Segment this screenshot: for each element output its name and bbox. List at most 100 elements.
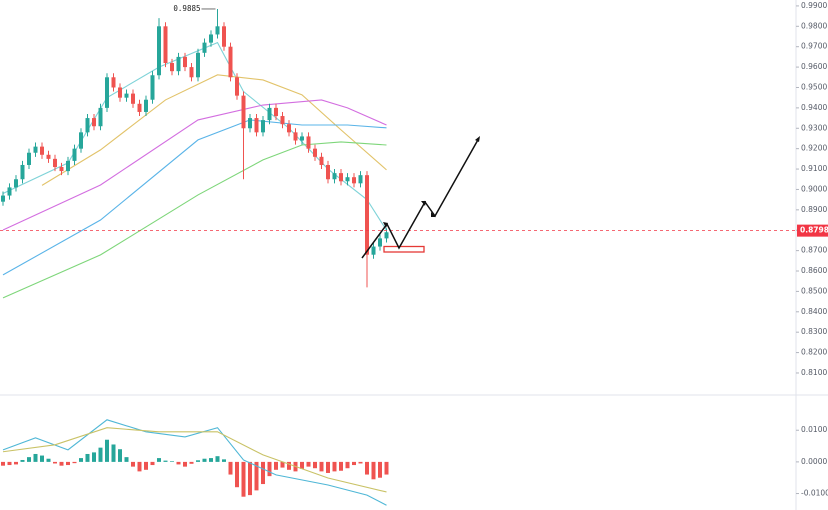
- candle-body: [131, 93, 135, 104]
- histogram-bar: [14, 461, 18, 465]
- histogram-bar: [170, 461, 174, 462]
- y-tick-label: 0.0100: [801, 425, 827, 434]
- y-tick-label: 0.9600: [801, 62, 827, 71]
- candle-body: [105, 77, 109, 108]
- y-tick-label: 0.9500: [801, 82, 827, 91]
- histogram-bar: [300, 461, 304, 469]
- candle-body: [1, 195, 5, 202]
- histogram-bar: [163, 460, 168, 462]
- histogram-bar: [306, 461, 311, 467]
- candle-body: [144, 99, 148, 112]
- candle-body: [313, 148, 317, 157]
- candle-body: [274, 107, 278, 117]
- histogram-bar: [118, 449, 122, 462]
- histogram-bar: [1, 461, 5, 466]
- histogram-bar: [209, 458, 213, 462]
- histogram-bar: [222, 459, 226, 462]
- candle-body: [345, 177, 350, 182]
- histogram-bar: [59, 461, 64, 466]
- histogram-bar: [319, 461, 324, 472]
- candle-body: [248, 118, 252, 129]
- indicator-line: [2, 141, 387, 299]
- histogram-bar: [339, 461, 343, 471]
- candle-body: [254, 118, 259, 133]
- histogram-bar: [241, 461, 246, 497]
- candle-body: [209, 34, 213, 43]
- candle-body: [352, 177, 356, 184]
- candle-body: [261, 120, 265, 133]
- candle-body: [118, 87, 122, 98]
- histogram-bar: [365, 461, 369, 475]
- histogram-bar: [313, 461, 317, 469]
- candle-body: [46, 154, 51, 159]
- histogram-bar: [378, 461, 382, 478]
- histogram-bar: [176, 461, 181, 465]
- histogram-bar: [157, 458, 161, 462]
- candle-body: [98, 107, 103, 127]
- candle-body: [332, 173, 337, 180]
- candle-body: [202, 42, 207, 53]
- y-tick-label: 0.9200: [801, 144, 827, 153]
- y-tick-label: 0.9400: [801, 103, 827, 112]
- histogram-bar: [261, 461, 265, 485]
- candle-body: [183, 56, 187, 68]
- indicator-line: [2, 99, 387, 231]
- histogram-bar: [280, 461, 285, 468]
- candle-body: [72, 148, 77, 161]
- histogram-bar: [254, 461, 259, 491]
- candle-body: [371, 246, 376, 255]
- candle-body: [326, 164, 330, 180]
- histogram-bar: [202, 458, 207, 462]
- y-tick-label: 0.8600: [801, 266, 827, 275]
- histogram-bar: [111, 444, 116, 462]
- histogram-bar: [358, 461, 363, 464]
- histogram-bar: [124, 457, 129, 462]
- candle-body: [79, 132, 83, 149]
- indicator-line: [41, 74, 387, 186]
- histogram-bar: [352, 461, 356, 466]
- candle-body: [280, 116, 285, 125]
- histogram-bar: [53, 461, 57, 464]
- candle-body: [85, 118, 90, 133]
- candle-body: [215, 26, 220, 35]
- candle-body: [111, 77, 116, 88]
- y-tick-label: 0.9000: [801, 184, 827, 193]
- y-tick-label: 0.8500: [801, 286, 827, 295]
- y-tick-label: 0.8900: [801, 205, 827, 214]
- histogram-bar: [27, 457, 31, 462]
- histogram-bar: [287, 461, 291, 470]
- zone-box: [383, 245, 425, 253]
- candle-body: [293, 132, 298, 141]
- candle-body: [222, 26, 226, 47]
- candle-body: [150, 75, 155, 100]
- histogram-bar: [189, 461, 194, 464]
- histogram-bar: [267, 461, 272, 477]
- y-tick-label: 0.9100: [801, 164, 827, 173]
- y-tick-label: -0.0100: [801, 489, 828, 498]
- high-marker-label: 0.9885: [173, 4, 200, 13]
- histogram-bar: [98, 447, 103, 462]
- candle-body: [306, 136, 311, 149]
- candle-body: [53, 158, 57, 168]
- candle-body: [7, 187, 12, 196]
- histogram-bar: [7, 461, 12, 466]
- y-tick-label: 0.0000: [801, 457, 827, 466]
- candle-body: [384, 232, 389, 239]
- candle-body: [365, 175, 369, 255]
- candle-body: [189, 67, 194, 78]
- candle-body: [267, 107, 272, 121]
- histogram-bar: [105, 439, 109, 462]
- y-tick-label: 0.8400: [801, 307, 827, 316]
- y-tick-label: 0.8700: [801, 246, 827, 255]
- histogram-bar: [33, 453, 38, 462]
- histogram-bar: [345, 461, 350, 469]
- candle-body: [40, 146, 44, 155]
- histogram-bar: [92, 452, 96, 462]
- y-tick-label: 0.8300: [801, 327, 827, 336]
- candle-body: [27, 152, 31, 165]
- candle-body: [241, 95, 246, 129]
- candle-body: [14, 179, 18, 188]
- candle-body: [339, 173, 343, 182]
